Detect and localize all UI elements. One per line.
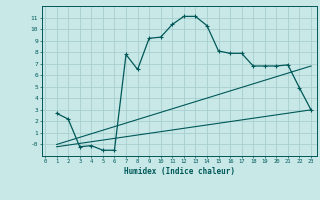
- X-axis label: Humidex (Indice chaleur): Humidex (Indice chaleur): [124, 167, 235, 176]
